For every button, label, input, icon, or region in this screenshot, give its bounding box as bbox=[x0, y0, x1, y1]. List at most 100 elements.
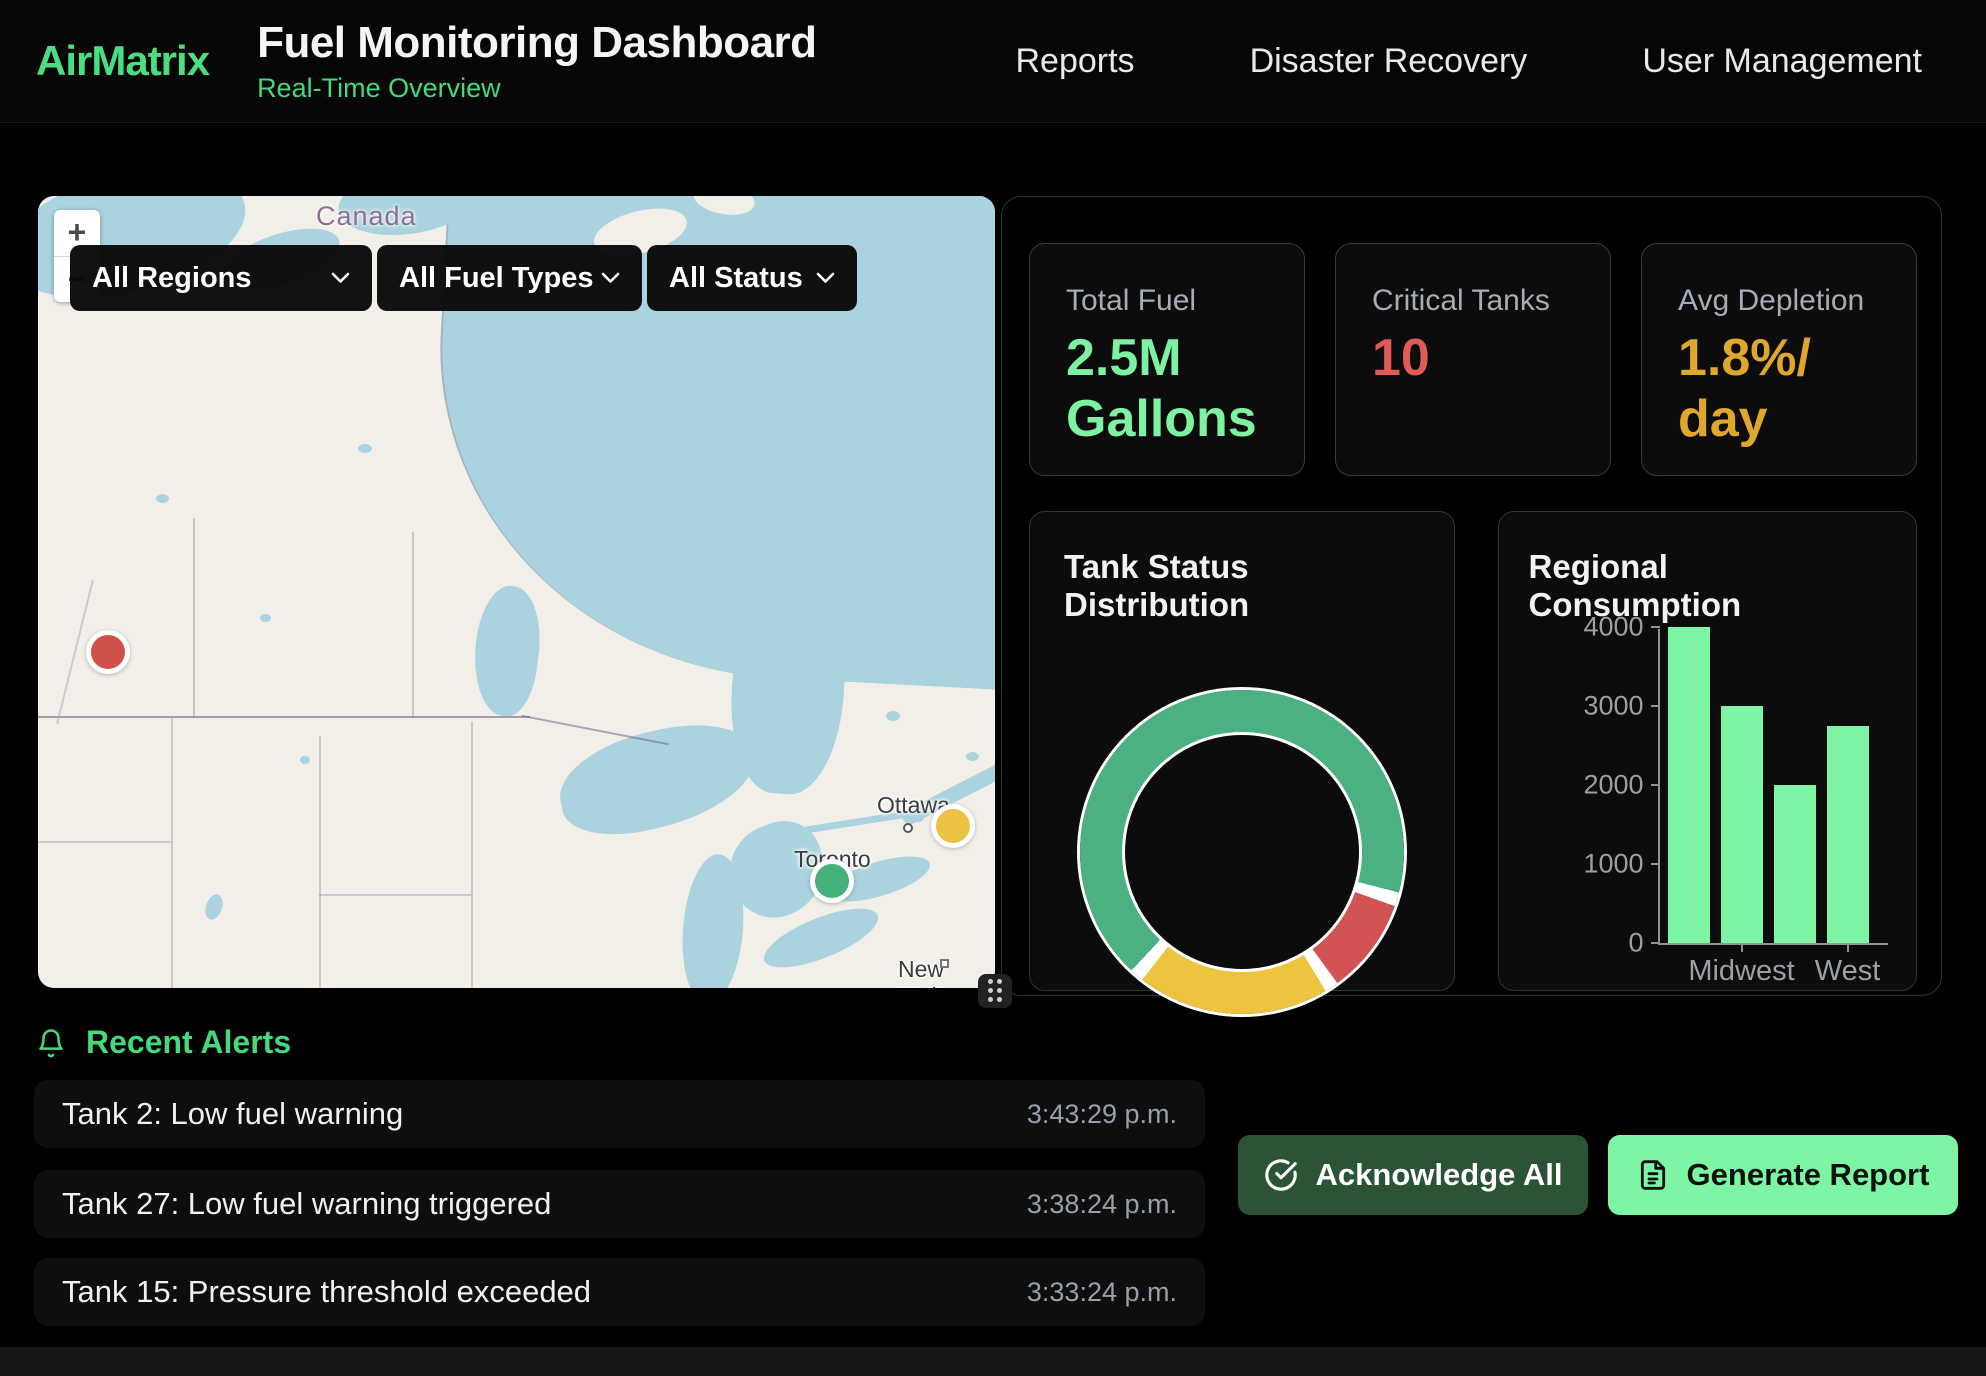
page-title: Fuel Monitoring Dashboard bbox=[257, 18, 816, 68]
province-border bbox=[193, 518, 195, 718]
y-tick-label: 0 bbox=[1628, 928, 1643, 959]
pond bbox=[260, 614, 271, 622]
donut-chart-title: Tank Status Distribution bbox=[1064, 548, 1420, 624]
pond bbox=[156, 494, 169, 503]
state-border bbox=[171, 718, 173, 988]
status-filter-dropdown[interactable]: All Status bbox=[647, 245, 857, 311]
alert-time: 3:38:24 p.m. bbox=[1027, 1189, 1177, 1220]
pond bbox=[202, 892, 225, 922]
y-tick-label: 2000 bbox=[1583, 770, 1643, 801]
alert-text: Tank 27: Low fuel warning triggered bbox=[62, 1186, 551, 1222]
y-tick-label: 3000 bbox=[1583, 691, 1643, 722]
stat-label: Avg Depletion bbox=[1678, 284, 1880, 318]
recent-alerts-heading: Recent Alerts bbox=[36, 1024, 291, 1061]
y-tick-mark bbox=[1651, 863, 1660, 865]
page-subtitle: Real-Time Overview bbox=[257, 73, 816, 104]
alert-time: 3:43:29 p.m. bbox=[1027, 1099, 1177, 1130]
tank-marker-warning[interactable] bbox=[931, 804, 975, 848]
document-icon bbox=[1637, 1158, 1669, 1192]
map[interactable]: Canada Ottawa Toronto New York + − All R… bbox=[38, 196, 995, 988]
tank-marker-normal[interactable] bbox=[810, 859, 854, 903]
overview-panel: Total Fuel 2.5MGallons Critical Tanks 10… bbox=[1001, 196, 1942, 996]
pond bbox=[886, 711, 900, 721]
nav-item-user-management[interactable]: User Management bbox=[1642, 42, 1922, 81]
pond bbox=[940, 674, 952, 683]
y-tick-label: 4000 bbox=[1583, 612, 1643, 643]
town-icon-new-york bbox=[940, 959, 949, 968]
alert-text: Tank 2: Low fuel warning bbox=[62, 1096, 403, 1132]
state-border bbox=[471, 722, 473, 988]
map-label-canada: Canada bbox=[316, 201, 417, 232]
chevron-down-icon bbox=[816, 272, 835, 284]
map-resize-handle[interactable] bbox=[978, 974, 1012, 1008]
stat-value: 10 bbox=[1372, 328, 1574, 389]
town-icon-ottawa bbox=[903, 823, 913, 833]
x-tick-mark bbox=[1847, 943, 1849, 952]
stat-label: Critical Tanks bbox=[1372, 284, 1574, 318]
chevron-down-icon bbox=[331, 272, 350, 284]
nav-item-reports[interactable]: Reports bbox=[1016, 42, 1135, 81]
state-border bbox=[38, 841, 171, 843]
x-tick-label: Midwest bbox=[1688, 955, 1794, 988]
acknowledge-all-button[interactable]: Acknowledge All bbox=[1238, 1135, 1588, 1215]
y-tick-label: 1000 bbox=[1583, 849, 1643, 880]
bar-chart-title: Regional Consumption bbox=[1529, 548, 1886, 624]
tank-status-donut bbox=[1080, 690, 1404, 1014]
stat-value: 1.8%/day bbox=[1678, 328, 1880, 451]
tank-marker-critical[interactable] bbox=[86, 630, 130, 674]
y-tick-mark bbox=[1651, 626, 1660, 628]
generate-report-label: Generate Report bbox=[1687, 1157, 1930, 1193]
alert-row[interactable]: Tank 27: Low fuel warning triggered 3:38… bbox=[34, 1170, 1205, 1238]
app-header: AirMatrix Fuel Monitoring Dashboard Real… bbox=[0, 0, 1986, 123]
y-tick-mark bbox=[1651, 705, 1660, 707]
stat-card-avg-depletion: Avg Depletion 1.8%/day bbox=[1641, 243, 1917, 476]
bar-1 bbox=[1721, 706, 1763, 943]
fuel-type-filter-value: All Fuel Types bbox=[399, 262, 593, 295]
pond bbox=[300, 756, 310, 764]
us-canada-border-east bbox=[521, 715, 669, 746]
acknowledge-all-label: Acknowledge All bbox=[1316, 1157, 1563, 1193]
stat-value: 2.5MGallons bbox=[1066, 328, 1268, 451]
bar-0 bbox=[1668, 627, 1710, 943]
alert-time: 3:33:24 p.m. bbox=[1027, 1277, 1177, 1308]
tank-status-chart-card: Tank Status Distribution bbox=[1029, 511, 1455, 991]
generate-report-button[interactable]: Generate Report bbox=[1608, 1135, 1958, 1215]
map-filters: All Regions All Fuel Types All Status bbox=[70, 245, 857, 311]
bar-2 bbox=[1774, 785, 1816, 943]
us-canada-border bbox=[38, 716, 530, 718]
stat-card-critical-tanks: Critical Tanks 10 bbox=[1335, 243, 1611, 476]
main-nav: Reports Disaster Recovery User Managemen… bbox=[1016, 42, 1923, 81]
province-border bbox=[412, 532, 414, 718]
pond bbox=[966, 752, 979, 761]
nav-item-disaster-recovery[interactable]: Disaster Recovery bbox=[1250, 42, 1528, 81]
x-tick-label: West bbox=[1815, 955, 1881, 988]
bottom-edge-strip bbox=[0, 1347, 1986, 1376]
fuel-type-filter-dropdown[interactable]: All Fuel Types bbox=[377, 245, 642, 311]
status-filter-value: All Status bbox=[669, 262, 803, 295]
alert-row[interactable]: Tank 15: Pressure threshold exceeded 3:3… bbox=[34, 1258, 1205, 1326]
check-circle-icon bbox=[1264, 1158, 1298, 1192]
bar-3 bbox=[1827, 726, 1869, 943]
title-block: Fuel Monitoring Dashboard Real-Time Over… bbox=[257, 18, 816, 104]
lake-winnipeg bbox=[466, 582, 547, 720]
regional-consumption-chart-card: Regional Consumption 01000200030004000Mi… bbox=[1498, 511, 1917, 991]
alert-text: Tank 15: Pressure threshold exceeded bbox=[62, 1274, 591, 1310]
stat-label: Total Fuel bbox=[1066, 284, 1268, 318]
bar-plot: 01000200030004000MidwestWest bbox=[1658, 629, 1888, 945]
state-border bbox=[319, 736, 321, 988]
charts-row: Tank Status Distribution Regional Consum… bbox=[1029, 511, 1917, 991]
brand-logo: AirMatrix bbox=[36, 37, 209, 85]
stats-row: Total Fuel 2.5MGallons Critical Tanks 10… bbox=[1029, 243, 1917, 476]
chevron-down-icon bbox=[601, 272, 620, 284]
region-filter-dropdown[interactable]: All Regions bbox=[70, 245, 372, 311]
region-filter-value: All Regions bbox=[92, 262, 252, 295]
pond bbox=[358, 444, 372, 453]
y-tick-mark bbox=[1651, 942, 1660, 944]
pond bbox=[458, 374, 470, 382]
stat-card-total-fuel: Total Fuel 2.5MGallons bbox=[1029, 243, 1305, 476]
y-tick-mark bbox=[1651, 784, 1660, 786]
donut-hole bbox=[1125, 735, 1359, 969]
x-tick-mark bbox=[1741, 943, 1743, 952]
lake-superior bbox=[550, 711, 766, 846]
alert-row[interactable]: Tank 2: Low fuel warning 3:43:29 p.m. bbox=[34, 1080, 1205, 1148]
